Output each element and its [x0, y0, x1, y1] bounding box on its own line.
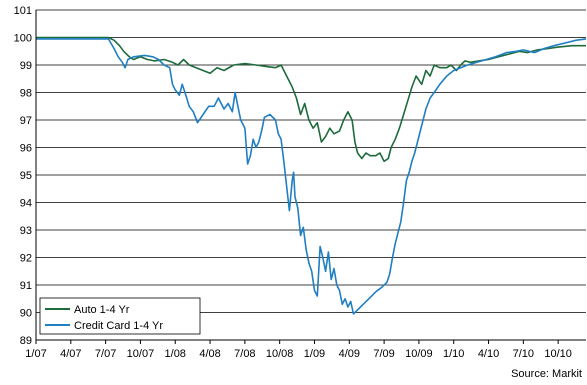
x-tick-label-1-07: 1/07: [25, 348, 46, 360]
legend-box: [39, 297, 201, 335]
x-tick-label-4-08: 4/08: [199, 348, 220, 360]
y-tick-label-89: 89: [20, 335, 32, 347]
x-tick-label-10-09: 10/09: [405, 348, 433, 360]
x-tick-label-4-09: 4/09: [339, 348, 360, 360]
series-line-credit-card-1-4-yr: [36, 38, 587, 315]
y-tick-label-91: 91: [20, 280, 32, 292]
x-tick-label-7-09: 7/09: [373, 348, 394, 360]
x-tick-label-7-08: 7/08: [234, 348, 255, 360]
x-tick-label-7-10: 7/10: [513, 348, 534, 360]
x-tick-label-1-10: 1/10: [443, 348, 464, 360]
y-tick-label-100: 100: [14, 33, 32, 45]
x-tick-label-10-07: 10/07: [127, 348, 155, 360]
x-tick-label-10-10: 10/10: [544, 348, 572, 360]
y-tick-label-92: 92: [20, 253, 32, 265]
x-tick-label-4-10: 4/10: [478, 348, 499, 360]
x-tick-label-1-09: 1/09: [304, 348, 325, 360]
x-tick-label-7-07: 7/07: [95, 348, 116, 360]
x-tick-label-1-08: 1/08: [165, 348, 186, 360]
gridlines: [36, 9, 586, 313]
y-tick-label-94: 94: [20, 198, 32, 210]
legend-label-auto: Auto 1-4 Yr: [74, 304, 130, 316]
y-tick-label-101: 101: [14, 5, 32, 17]
x-tick-label-10-08: 10/08: [266, 348, 294, 360]
y-tick-label-96: 96: [20, 143, 32, 155]
series-lines: [36, 36, 587, 315]
legend: Auto 1-4 Yr Credit Card 1-4 Yr: [39, 297, 201, 335]
series-line-auto-1-4-yr: [36, 36, 586, 163]
legend-label-credit-card: Credit Card 1-4 Yr: [74, 320, 163, 332]
y-tick-label-99: 99: [20, 60, 32, 72]
y-tick-labels: 89 90 91 92 93 94 95 96 97 98 99 100 101: [14, 5, 32, 347]
x-tick-label-4-07: 4/07: [60, 348, 81, 360]
y-tick-label-90: 90: [20, 308, 32, 320]
y-tick-label-95: 95: [20, 170, 32, 182]
y-tick-label-97: 97: [20, 115, 32, 127]
y-tick-label-98: 98: [20, 88, 32, 100]
source-note: Source: Markit: [511, 368, 582, 380]
axes: [35, 10, 586, 341]
y-tick-label-93: 93: [20, 225, 32, 237]
x-tick-labels: 1/07 4/07 7/07 10/07 1/08 4/08 7/08 10/08 1/09 4/…: [25, 340, 572, 360]
